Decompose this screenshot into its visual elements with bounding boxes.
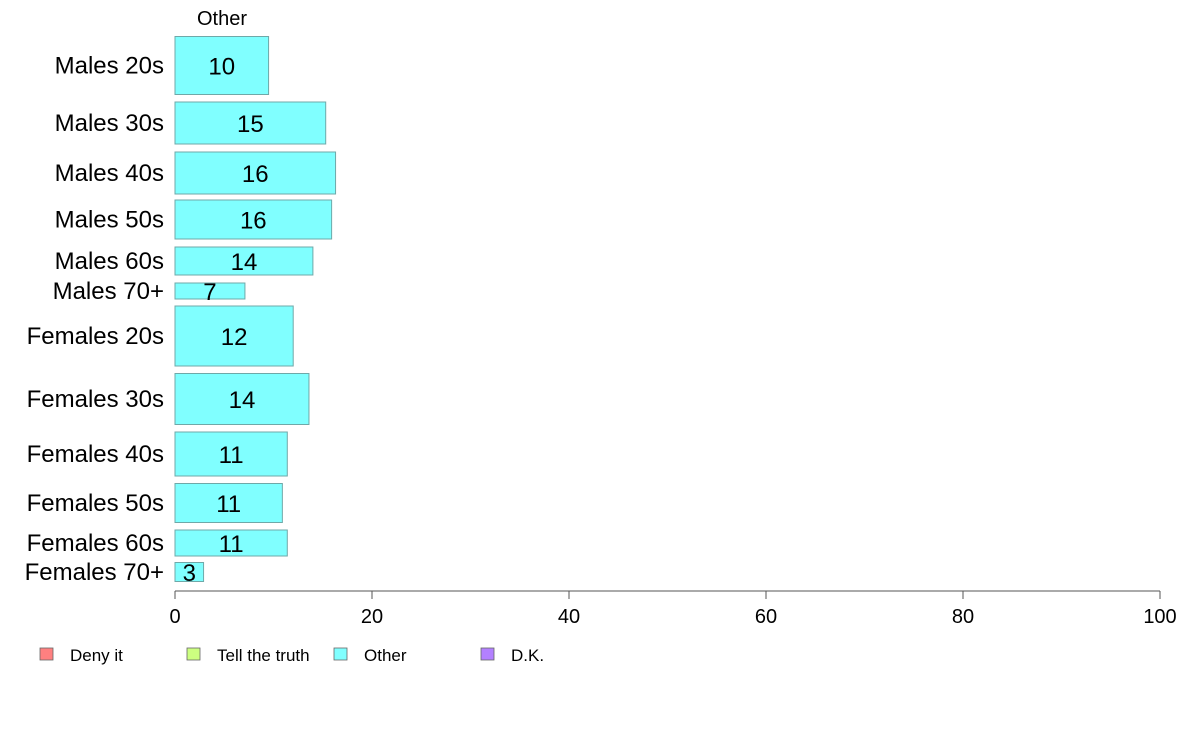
bar-females-70plus [174, 562, 205, 582]
legend-label-tell-the-truth: Tell the truth [217, 646, 310, 665]
bar-males-70plus [174, 282, 246, 300]
x-tick-label-80: 80 [952, 606, 974, 628]
legend: Deny it Tell the truth Other D.K. [39, 646, 544, 665]
category-label-females-50s: Females 50s [27, 490, 164, 517]
category-label-males-70plus: Males 70+ [53, 278, 164, 305]
bar-females-60s [174, 529, 288, 557]
value-label-females-20s: 12 [221, 324, 248, 351]
x-tick-label-100: 100 [1143, 606, 1176, 628]
category-label-females-40s: Females 40s [27, 441, 164, 468]
bar-males-50s [174, 199, 333, 240]
category-label-males-50s: Males 50s [55, 207, 164, 234]
legend-swatch-d-k [480, 647, 495, 661]
legend-swatch-tell-the-truth [186, 647, 201, 661]
bar-males-40s [174, 151, 337, 195]
value-labels: 10 15 16 16 14 712 14 11 11 11 3 [183, 54, 269, 588]
value-label-females-70plus: 3 [183, 560, 196, 587]
bar-males-60s [174, 246, 314, 276]
value-label-females-40s: 11 [219, 442, 244, 469]
legend-label-other: Other [364, 646, 407, 665]
category-label-males-30s: Males 30s [55, 110, 164, 137]
value-label-males-70plus: 7 [203, 279, 216, 306]
legend-swatch-other [333, 647, 348, 661]
category-labels: Males 20s Males 30s Males 40s Males 50s Male… [25, 53, 164, 587]
value-label-females-60s: 11 [219, 531, 244, 558]
bars-group [174, 36, 337, 582]
panel-title: Other [197, 8, 247, 30]
legend-swatch-deny-it [39, 647, 54, 661]
value-label-males-40s: 16 [242, 161, 269, 188]
value-label-males-20s: 10 [208, 54, 235, 81]
value-label-males-30s: 15 [237, 111, 264, 138]
category-label-females-30s: Females 30s [27, 386, 164, 413]
value-label-males-60s: 14 [231, 249, 258, 276]
value-label-females-30s: 14 [229, 387, 256, 414]
bar-males-20s [174, 36, 270, 95]
category-label-females-70plus: Females 70+ [25, 559, 164, 586]
x-tick-label-60: 60 [755, 606, 777, 628]
bar-females-50s [174, 483, 283, 523]
x-tick-label-40: 40 [558, 606, 580, 628]
bar-males-30s [174, 101, 327, 145]
category-label-males-40s: Males 40s [55, 160, 164, 187]
category-label-females-20s: Females 20s [27, 323, 164, 350]
category-label-females-60s: Females 60s [27, 530, 164, 557]
category-label-males-20s: Males 20s [55, 53, 164, 80]
value-label-females-50s: 11 [216, 491, 241, 518]
bar-females-20s [174, 305, 294, 367]
bar-females-40s [174, 431, 288, 477]
legend-label-d-k: D.K. [511, 646, 544, 665]
value-label-males-50s: 16 [240, 208, 267, 235]
x-axis: 0 20 40 60 80 100 [169, 590, 1177, 628]
bar-females-30s [174, 373, 310, 425]
category-label-males-60s: Males 60s [55, 248, 164, 275]
x-tick-label-0: 0 [169, 606, 180, 628]
x-tick-label-20: 20 [361, 606, 383, 628]
legend-label-deny-it: Deny it [70, 646, 123, 665]
